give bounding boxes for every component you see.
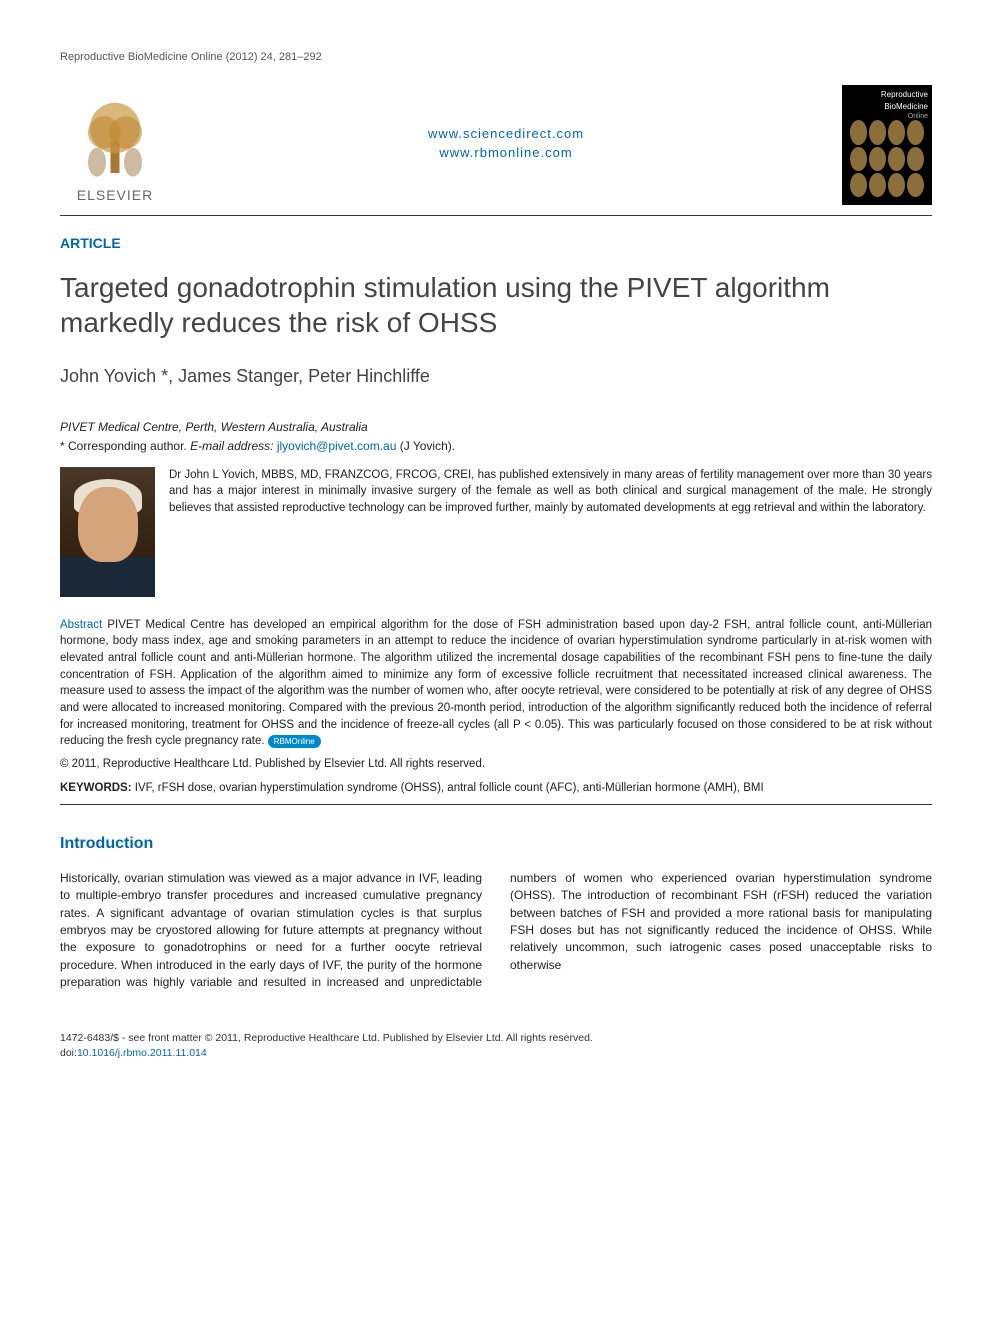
corresponding-email-link[interactable]: jlyovich@pivet.com.au <box>277 439 397 453</box>
sciencedirect-link[interactable]: www.sciencedirect.com <box>170 125 842 143</box>
author-bio-block: Dr John L Yovich, MBBS, MD, FRANZCOG, FR… <box>60 467 932 597</box>
running-header: Reproductive BioMedicine Online (2012) 2… <box>60 50 932 65</box>
keywords-line: KEYWORDS: IVF, rFSH dose, ovarian hypers… <box>60 780 932 796</box>
journal-cover: Reproductive BioMedicine Online <box>842 85 932 205</box>
elsevier-tree-icon <box>70 92 160 182</box>
footer-issn: 1472-6483/$ - see front matter © 2011, R… <box>60 1031 932 1046</box>
divider-bottom <box>60 804 932 805</box>
keywords-text: IVF, rFSH dose, ovarian hyperstimulation… <box>135 782 764 794</box>
article-type: ARTICLE <box>60 234 932 254</box>
corresponding-author: * Corresponding author. E-mail address: … <box>60 438 932 455</box>
elsevier-logo: ELSEVIER <box>60 85 170 205</box>
copyright: © 2011, Reproductive Healthcare Ltd. Pub… <box>60 756 932 772</box>
article-title: Targeted gonadotrophin stimulation using… <box>60 270 932 340</box>
keywords-label: KEYWORDS: <box>60 782 132 794</box>
introduction-heading: Introduction <box>60 833 932 855</box>
email-attribution: (J Yovich). <box>400 439 455 453</box>
rbm-badge: RBMOnline <box>268 735 321 749</box>
corresponding-label: * Corresponding author. <box>60 439 187 453</box>
doi-link[interactable]: 10.1016/j.rbmo.2011.11.014 <box>77 1047 207 1059</box>
journal-cover-thumbs <box>850 120 924 197</box>
author-photo <box>60 467 155 597</box>
introduction-body: Historically, ovarian stimulation was vi… <box>60 870 932 992</box>
abstract: Abstract PIVET Medical Centre has develo… <box>60 617 932 750</box>
top-banner: ELSEVIER www.sciencedirect.com www.rbmon… <box>60 85 932 205</box>
abstract-text: PIVET Medical Centre has developed an em… <box>60 619 932 748</box>
affiliation: PIVET Medical Centre, Perth, Western Aus… <box>60 419 932 436</box>
doi-label: doi: <box>60 1047 77 1059</box>
footer: 1472-6483/$ - see front matter © 2011, R… <box>60 1031 932 1060</box>
abstract-label: Abstract <box>60 619 102 631</box>
email-label: E-mail address: <box>190 439 273 453</box>
rbmonline-link[interactable]: www.rbmonline.com <box>170 144 842 162</box>
publisher-name: ELSEVIER <box>77 186 153 206</box>
divider-top <box>60 215 932 216</box>
author-bio-text: Dr John L Yovich, MBBS, MD, FRANZCOG, FR… <box>169 467 932 597</box>
center-links: www.sciencedirect.com www.rbmonline.com <box>170 85 842 161</box>
authors: John Yovich *, James Stanger, Peter Hinc… <box>60 364 932 389</box>
journal-cover-title: Reproductive BioMedicine <box>846 89 928 111</box>
